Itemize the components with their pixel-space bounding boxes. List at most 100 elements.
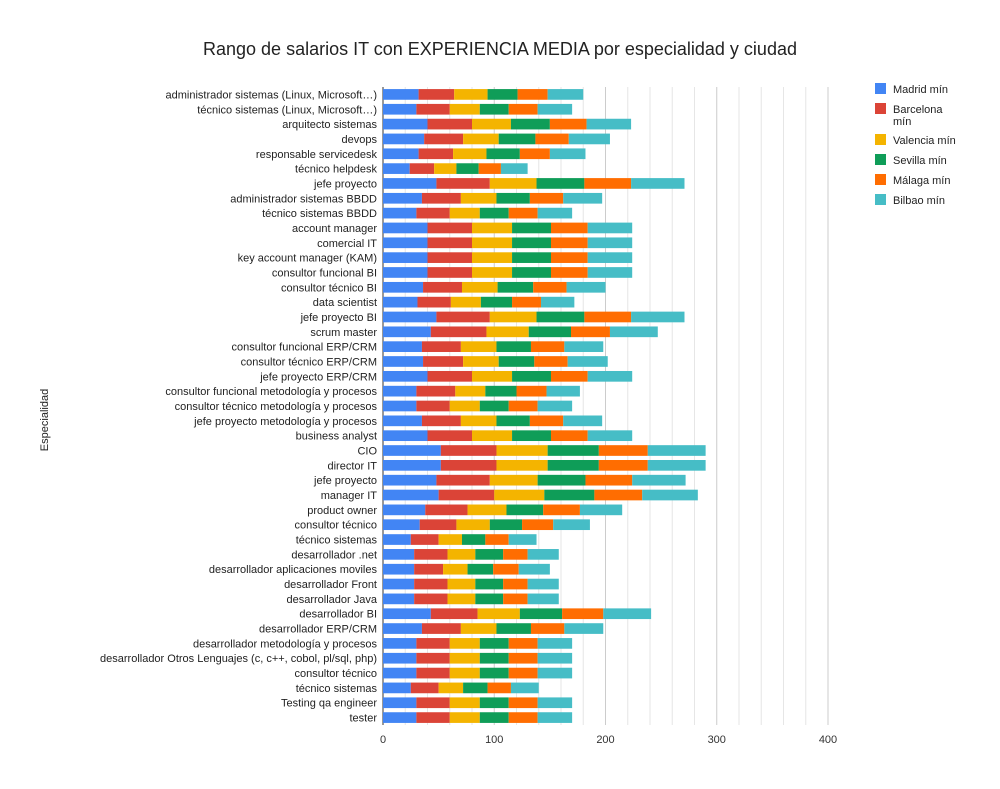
bar-segment <box>567 356 608 367</box>
category-label: administrador sistemas (Linux, Microsoft… <box>165 89 377 101</box>
bar-segment <box>418 89 455 100</box>
bar-segment <box>537 712 573 723</box>
bar-segment <box>527 578 559 590</box>
bar-segment <box>496 192 530 204</box>
category-label: desarrollador ERP/CRM <box>259 624 377 636</box>
bar-segment <box>472 370 513 382</box>
bar-segment <box>383 237 428 249</box>
bar-segment <box>383 489 439 501</box>
bar-segment <box>472 222 513 234</box>
bar-segment <box>547 89 584 100</box>
bar-segment <box>536 178 585 189</box>
bar-segment <box>519 148 550 160</box>
bar-segment <box>383 133 425 145</box>
bar-segment <box>383 385 417 397</box>
bar-segment <box>416 697 450 709</box>
x-tick-label: 400 <box>819 734 837 746</box>
bar-segment <box>564 623 604 634</box>
bar-segment <box>479 697 509 709</box>
legend-item: Valencia mín <box>875 134 956 147</box>
bar-segment <box>463 356 499 367</box>
bar-segment <box>460 192 497 204</box>
bar-segment <box>537 207 573 219</box>
bar-segment <box>383 638 417 649</box>
legend-swatch <box>875 174 886 185</box>
bar-segment <box>512 222 551 234</box>
bar-segment <box>517 89 548 100</box>
category-label: account manager <box>292 223 377 235</box>
bar-segment <box>479 652 509 664</box>
bar-segment <box>414 593 448 605</box>
bar-segment <box>427 430 472 442</box>
bar-segment <box>550 267 588 278</box>
bar-segment <box>383 178 437 189</box>
bar-segment <box>472 237 513 249</box>
bar-segment <box>438 489 495 501</box>
category-label: consultor funcional metodología y proces… <box>165 386 377 398</box>
bar-segment <box>479 103 509 115</box>
bar-segment <box>449 697 480 709</box>
bar-segment <box>447 578 476 590</box>
bar-segment <box>496 415 530 427</box>
bar-segment <box>598 460 648 471</box>
bar-segment <box>516 385 547 397</box>
bars <box>383 89 706 723</box>
bar-segment <box>436 178 490 189</box>
bar-segment <box>383 712 417 723</box>
category-label: comercial IT <box>317 238 377 250</box>
bar-segment <box>497 281 534 293</box>
bar-segment <box>449 103 480 115</box>
bar-segment <box>383 370 428 382</box>
bar-segment <box>587 267 633 278</box>
category-label: product owner <box>307 505 377 517</box>
category-label: jefe proyecto <box>313 178 377 190</box>
bar-segment <box>485 385 517 397</box>
category-label: responsable servicedesk <box>256 149 378 161</box>
bar-segment <box>449 652 480 664</box>
bar-segment <box>383 415 422 427</box>
bar-segment <box>383 445 441 456</box>
bar-segment <box>587 252 633 263</box>
bar-segment <box>460 415 497 427</box>
bar-segment <box>383 697 417 709</box>
bar-segment <box>563 192 603 204</box>
bar-segment <box>383 311 437 323</box>
bar-segment <box>503 593 528 605</box>
bar-segment <box>547 460 599 471</box>
bar-segment <box>436 474 490 486</box>
bar-segment <box>496 341 531 352</box>
category-label: arquitecto sistemas <box>282 119 377 131</box>
bar-segment <box>414 549 448 560</box>
bar-segment <box>383 460 441 471</box>
legend-item: Sevilla mín <box>875 154 947 167</box>
bar-segment <box>586 118 632 130</box>
legend-label: Málaga mín <box>893 175 950 187</box>
bar-segment <box>456 163 479 174</box>
bar-segment <box>647 460 706 471</box>
bar-segment <box>550 222 588 234</box>
bar-segment <box>383 341 422 352</box>
bar-segment <box>430 608 478 620</box>
legend-item: Bilbao mín <box>875 194 945 207</box>
bar-segment <box>489 519 523 531</box>
bar-segment <box>416 652 450 664</box>
bar-segment <box>383 400 417 412</box>
bar-segment <box>427 118 472 130</box>
bar-segment <box>512 267 551 278</box>
bar-segment <box>564 341 604 352</box>
bar-segment <box>425 504 468 516</box>
bar-segment <box>477 608 520 620</box>
bar-segment <box>438 534 462 545</box>
bar-segment <box>421 192 461 204</box>
bar-segment <box>566 281 606 293</box>
category-label: desarrollador Otros Lenguajes (c, c++, c… <box>100 653 377 665</box>
bar-segment <box>416 667 450 679</box>
bar-segment <box>512 296 541 308</box>
bar-segment <box>479 207 509 219</box>
bar-segment <box>537 103 573 115</box>
bar-segment <box>430 326 487 338</box>
bar-segment <box>508 207 538 219</box>
bar-segment <box>587 222 633 234</box>
legend: Madrid mín Barcelona mín Valencia mín Sevill… <box>875 83 956 207</box>
